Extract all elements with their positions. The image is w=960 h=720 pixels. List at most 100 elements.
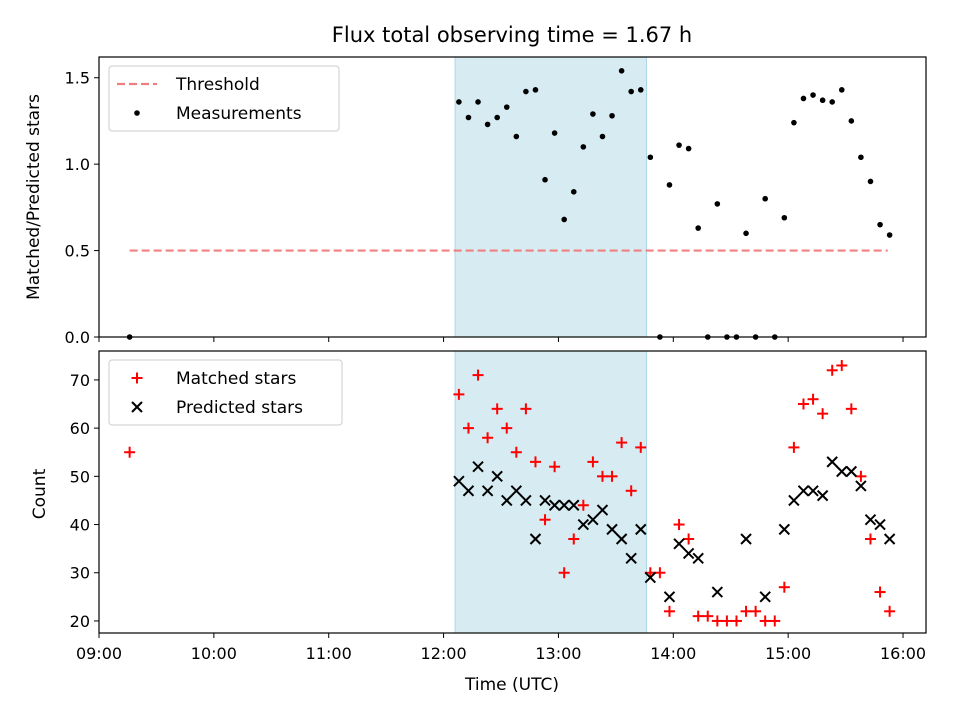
predicted-star-point	[797, 485, 810, 497]
measurement-point	[695, 225, 701, 231]
x-marker-stroke	[501, 494, 513, 507]
x-marker-stroke	[864, 514, 877, 526]
predicted-star-point	[453, 475, 465, 487]
top-legend: Threshold Measurements	[108, 65, 340, 132]
measurement-point	[513, 133, 520, 140]
chart-title: Flux total observing time = 1.67 h	[332, 23, 692, 47]
measurement-point	[829, 99, 835, 105]
x-marker-stroke	[548, 499, 561, 511]
predicted-star-point	[874, 518, 886, 531]
x-marker-stroke	[816, 489, 829, 502]
legend-frame	[108, 65, 340, 132]
top-y-tick-label: 1.0	[65, 155, 90, 174]
predicted-star-point	[606, 523, 618, 536]
matched-star-point	[807, 393, 819, 405]
bottom-y-tick-label: 40	[70, 516, 90, 535]
predicted-star-point	[663, 591, 676, 603]
measurement-point	[570, 189, 577, 195]
measurement-point	[484, 121, 491, 128]
measurement-point	[666, 182, 673, 188]
x-tick-label: 16:00	[880, 644, 926, 663]
matched-star-point	[482, 432, 494, 444]
x-tick-label: 09:00	[76, 644, 122, 663]
matched-star-point	[587, 456, 599, 468]
top-y-tick-label: 1.5	[65, 69, 90, 88]
x-marker-stroke	[462, 485, 475, 497]
x-marker-stroke	[453, 475, 465, 487]
bottom-panel: 20 30 40 50 60 70 09:00 10:00 11:00 12:00 13:00 14:…	[70, 350, 927, 663]
matched-star-point	[124, 446, 136, 458]
matched-star-point	[750, 605, 762, 617]
top-y-axis-label: Matched/Predicted stars	[24, 94, 44, 300]
measurement-point	[465, 114, 472, 121]
matched-star-point	[778, 581, 790, 593]
measurement-point	[609, 112, 615, 119]
measurement-point	[580, 144, 587, 150]
matched-star-point	[453, 388, 465, 400]
x-marker-stroke	[855, 480, 867, 492]
predicted-star-point	[587, 514, 599, 526]
x-marker-stroke	[529, 533, 542, 545]
bottom-y-tick-label: 50	[70, 467, 90, 486]
bottom-y-tick-label: 20	[70, 612, 90, 631]
measurement-point	[858, 154, 864, 161]
matched-star-point	[462, 422, 474, 434]
measurement-point	[762, 195, 768, 202]
matched-star-point	[769, 615, 781, 627]
matched-star-point	[568, 533, 580, 545]
x-marker-stroke	[606, 523, 618, 536]
x-tick-label: 14:00	[650, 644, 696, 663]
matched-star-point	[549, 461, 561, 473]
bottom-y-axis-label: Count	[30, 468, 50, 519]
measurement-point	[800, 95, 807, 102]
predicted-star-point	[472, 460, 484, 473]
predicted-star-point	[682, 547, 695, 560]
x-marker-stroke	[692, 552, 704, 564]
matched-star-point	[740, 605, 752, 617]
matched-star-point	[702, 610, 714, 622]
matched-star-point	[616, 437, 628, 449]
predicted-star-point	[759, 591, 771, 603]
predicted-star-point	[615, 533, 628, 545]
x-tick-label: 15:00	[765, 644, 811, 663]
measurement-point	[743, 230, 749, 237]
predicted-star-point	[692, 552, 704, 564]
x-marker-stroke	[510, 485, 523, 497]
legend-label: Measurements	[176, 104, 302, 124]
x-marker-stroke	[472, 460, 484, 473]
matched-star-point	[721, 615, 733, 627]
predicted-star-point	[644, 571, 657, 584]
x-marker-stroke	[558, 499, 570, 511]
measurement-point	[886, 232, 893, 238]
x-marker-stroke	[635, 523, 647, 536]
measurement-point	[637, 87, 644, 93]
matched-star-point	[683, 533, 695, 545]
top-panel: 0.0 0.5 1.0 1.5 Threshold Measurements	[65, 56, 927, 347]
predicted-star-point	[520, 494, 532, 507]
predicted-star-point	[788, 494, 800, 507]
bottom-y-tick-label: 70	[70, 371, 90, 390]
x-marker-stroke	[520, 494, 532, 507]
x-marker-stroke	[673, 538, 685, 550]
measurement-point	[618, 68, 625, 74]
measurement-point	[542, 176, 548, 183]
matched-star-point	[510, 446, 522, 458]
legend-label: Threshold	[175, 75, 260, 95]
x-marker-stroke	[740, 533, 752, 545]
matched-star-point	[673, 519, 685, 531]
top-shaded-interval	[454, 56, 648, 338]
top-y-tick-label: 0.5	[65, 242, 90, 261]
matched-star-point	[788, 441, 800, 453]
measurement-point	[523, 88, 529, 95]
x-tick-label: 12:00	[421, 644, 467, 663]
bottom-series-predicted-stars	[453, 456, 896, 603]
legend-dot-swatch	[134, 110, 140, 116]
bottom-series-matched-stars	[124, 359, 896, 627]
matched-star-point	[759, 615, 771, 627]
predicted-star-point	[673, 538, 685, 550]
legend-plus-swatch	[131, 372, 143, 384]
measurement-point	[494, 114, 500, 121]
bottom-legend: Matched stars Predicted stars	[108, 359, 343, 426]
measurement-point	[561, 216, 567, 223]
measurement-point	[590, 111, 596, 117]
